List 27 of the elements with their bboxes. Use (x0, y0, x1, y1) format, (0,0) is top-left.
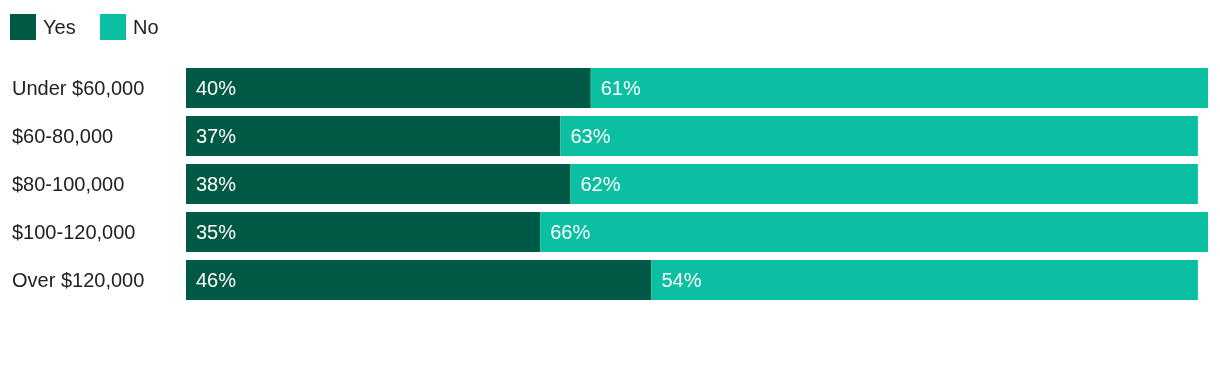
bar (540, 212, 1208, 252)
data-label: 54% (661, 269, 702, 291)
bar (570, 164, 1198, 204)
data-label: 66% (550, 221, 591, 243)
data-label: 62% (580, 173, 621, 195)
y-tick-label: $60-80,000 (12, 125, 114, 147)
data-label: 38% (196, 173, 237, 195)
bar (186, 260, 652, 300)
data-label: 63% (570, 125, 611, 147)
data-label: 40% (196, 77, 237, 99)
legend-label: Yes (43, 16, 76, 38)
y-tick-label: $100-120,000 (12, 221, 136, 243)
y-tick-label: $80-100,000 (12, 173, 125, 195)
data-label: 35% (196, 221, 237, 243)
bar (651, 260, 1198, 300)
bar (186, 116, 561, 156)
data-label: 61% (600, 77, 641, 99)
data-label: 37% (196, 125, 237, 147)
bar (186, 68, 591, 108)
legend-label: No (133, 16, 159, 38)
y-tick-label: Under $60,000 (12, 77, 145, 99)
bar (186, 212, 541, 252)
y-tick-label: Over $120,000 (12, 269, 145, 291)
bar (186, 164, 571, 204)
bar (590, 68, 1208, 108)
data-label: 46% (196, 269, 237, 291)
bar (560, 116, 1198, 156)
